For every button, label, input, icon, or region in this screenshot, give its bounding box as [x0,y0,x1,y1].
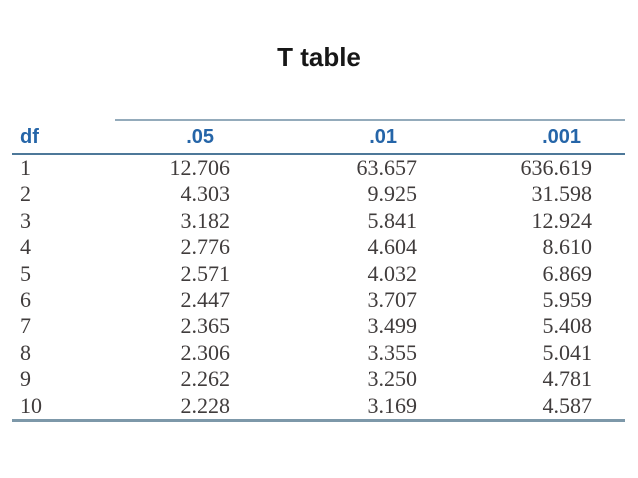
df-cell: 1 [20,155,31,180]
table-row: 1 12.706 63.657 636.619 [12,154,625,181]
value-cell: 2.306 [180,339,231,365]
value-cell: 2.365 [180,313,231,339]
value-cell: 2.262 [180,366,231,392]
value-cell: 2.447 [180,287,231,313]
table-header: df .05 .01 .001 [12,119,625,155]
df-cell: 7 [20,313,31,339]
value-cell: 3.499 [367,313,418,339]
df-cell: 4 [20,234,31,260]
df-cell: 2 [20,181,31,207]
df-cell: 3 [20,207,31,233]
table-row: 8 2.306 3.355 5.041 [12,340,625,366]
value-cell: 63.657 [356,155,418,180]
df-cell: 6 [20,287,31,313]
column-header-05: .05 [115,119,240,155]
t-distribution-table: df .05 .01 .001 1 12.706 63.657 636.619 … [12,119,625,423]
value-cell: 3.182 [180,207,231,233]
column-header-001: .001 [430,119,625,155]
table-row: 7 2.365 3.499 5.408 [12,313,625,339]
value-cell: 3.355 [367,339,418,365]
table-row: 3 3.182 5.841 12.924 [12,208,625,234]
table-body: 1 12.706 63.657 636.619 2 4.303 9.925 31… [12,154,625,423]
df-cell: 9 [20,366,31,392]
header-row: df .05 .01 .001 [12,119,625,155]
value-cell: 4.587 [430,392,625,423]
table-row: 4 2.776 4.604 8.610 [12,234,625,260]
value-cell: 3.707 [367,287,418,313]
value-cell: 2.571 [180,260,231,286]
value-cell: 12.924 [531,207,593,233]
value-cell: 9.925 [367,181,418,207]
value-cell: 5.408 [542,313,593,339]
value-cell: 4.303 [180,181,231,207]
value-cell: 636.619 [520,155,593,180]
value-cell: 8.610 [542,234,593,260]
df-cell: 5 [20,260,31,286]
value-cell: 3.250 [367,366,418,392]
table-row: 6 2.447 3.707 5.959 [12,287,625,313]
value-cell: 2.228 [115,392,240,423]
column-header-df: df [12,120,115,155]
value-cell: 3.169 [240,392,430,423]
value-cell: 6.869 [542,260,593,286]
value-cell: 2.776 [180,234,231,260]
table-row: 2 4.303 9.925 31.598 [12,181,625,207]
table-row: 10 2.228 3.169 4.587 [12,392,625,423]
column-header-01: .01 [240,119,430,155]
value-cell: 31.598 [531,181,593,207]
value-cell: 12.706 [169,155,231,180]
table-row: 9 2.262 3.250 4.781 [12,366,625,392]
value-cell: 4.781 [542,366,593,392]
df-cell: 8 [20,339,31,365]
table-row: 5 2.571 4.032 6.869 [12,261,625,287]
value-cell: 4.604 [367,234,418,260]
value-cell: 4.032 [367,260,418,286]
value-cell: 5.959 [542,287,593,313]
value-cell: 5.041 [542,339,593,365]
value-cell: 5.841 [367,207,418,233]
page-title: T table [277,42,361,72]
df-cell: 10 [12,392,115,423]
